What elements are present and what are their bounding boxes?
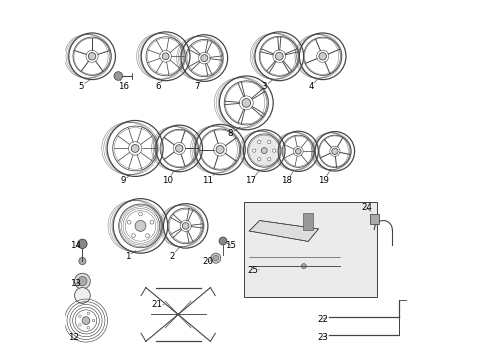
Circle shape: [331, 148, 337, 154]
Bar: [303, 213, 312, 230]
Circle shape: [79, 315, 81, 318]
Circle shape: [131, 234, 135, 238]
Text: 17: 17: [245, 172, 258, 185]
Bar: [244, 202, 376, 297]
Circle shape: [87, 312, 89, 315]
Circle shape: [261, 148, 266, 153]
Circle shape: [252, 149, 255, 152]
Polygon shape: [249, 221, 318, 242]
Circle shape: [257, 140, 261, 144]
Circle shape: [248, 135, 279, 166]
Circle shape: [175, 145, 183, 152]
Text: 19: 19: [317, 171, 329, 185]
Circle shape: [74, 273, 90, 289]
Circle shape: [301, 264, 305, 269]
Text: 21: 21: [151, 300, 164, 309]
Text: 12: 12: [67, 332, 80, 342]
Circle shape: [162, 53, 169, 60]
Circle shape: [272, 149, 275, 152]
Text: 20: 20: [202, 257, 213, 266]
Text: 22: 22: [317, 315, 327, 324]
Text: 8: 8: [227, 127, 240, 138]
Text: 4: 4: [307, 80, 316, 91]
Circle shape: [267, 140, 270, 144]
Circle shape: [78, 239, 87, 248]
Text: 18: 18: [281, 172, 293, 185]
Circle shape: [87, 327, 89, 329]
Circle shape: [79, 257, 86, 265]
Circle shape: [88, 53, 96, 60]
Circle shape: [242, 99, 250, 107]
Text: 15: 15: [225, 241, 236, 250]
Circle shape: [295, 148, 301, 154]
Circle shape: [92, 319, 95, 322]
Circle shape: [257, 158, 261, 161]
Text: 7: 7: [194, 80, 201, 91]
Circle shape: [131, 144, 139, 152]
Text: 9: 9: [121, 175, 129, 185]
Circle shape: [114, 72, 122, 80]
Circle shape: [127, 220, 131, 224]
Circle shape: [182, 222, 189, 229]
Circle shape: [210, 253, 221, 263]
Circle shape: [74, 288, 90, 303]
Circle shape: [201, 55, 207, 62]
Text: 23: 23: [317, 333, 327, 342]
Circle shape: [212, 255, 218, 261]
Text: 10: 10: [162, 171, 173, 185]
Bar: [369, 214, 378, 224]
Circle shape: [150, 220, 154, 224]
Circle shape: [275, 52, 283, 60]
Text: 1: 1: [125, 251, 136, 261]
Text: 2: 2: [169, 248, 179, 261]
Circle shape: [135, 220, 145, 231]
Text: 5: 5: [79, 80, 90, 91]
Circle shape: [82, 317, 90, 324]
Text: 16: 16: [118, 80, 129, 91]
Text: 6: 6: [155, 80, 163, 91]
Text: 25: 25: [246, 266, 259, 275]
Circle shape: [219, 237, 226, 245]
Circle shape: [78, 276, 87, 286]
Text: 11: 11: [202, 174, 214, 185]
Circle shape: [138, 212, 142, 216]
Text: 14: 14: [70, 241, 81, 250]
Circle shape: [267, 158, 270, 161]
Circle shape: [318, 53, 325, 60]
Circle shape: [216, 145, 224, 153]
Text: 13: 13: [70, 279, 81, 288]
Circle shape: [145, 234, 149, 238]
Text: 3: 3: [261, 80, 272, 91]
Circle shape: [79, 324, 81, 326]
Text: 24: 24: [360, 203, 371, 212]
